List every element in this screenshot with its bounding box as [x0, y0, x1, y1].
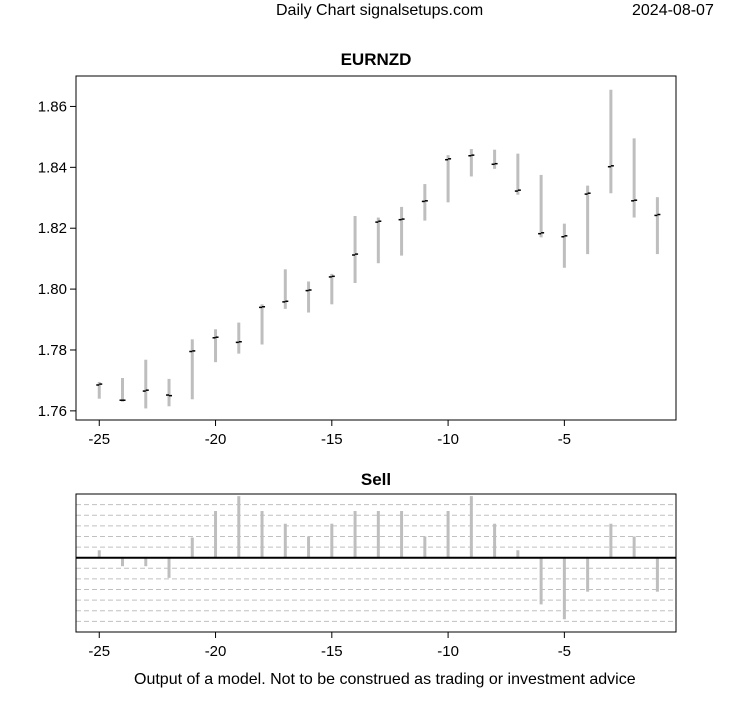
- signal-chart-title: Sell: [361, 470, 391, 489]
- disclaimer-footer: Output of a model. Not to be construed a…: [134, 671, 636, 688]
- y-axis-tick-label: 1.86: [38, 98, 67, 115]
- price-plot-frame: [75, 75, 677, 421]
- x-axis-tick-label: -10: [437, 431, 459, 448]
- x-axis-tick-label: -10: [437, 643, 459, 660]
- signal-panel: Sell -25 -20 -15 -10 -5: [75, 470, 677, 660]
- price-x-axis: -25 -20 -15 -10 -5: [88, 419, 571, 448]
- price-bars: [96, 89, 661, 409]
- price-panel: EURNZD 1.76 1.78 1.80 1.82 1.84 1.86 -25 -20 -1…: [38, 50, 677, 448]
- header-date: 2024-08-07: [632, 2, 714, 19]
- header-title: Daily Chart signalsetups.com: [276, 2, 484, 19]
- signal-bars: [97, 496, 659, 620]
- x-axis-tick-label: -15: [321, 643, 343, 660]
- y-axis-tick-label: 1.84: [38, 159, 67, 176]
- signal-x-axis: -25 -20 -15 -10 -5: [88, 631, 571, 660]
- y-axis-tick-label: 1.76: [38, 403, 67, 420]
- x-axis-tick-label: -25: [88, 431, 110, 448]
- x-axis-tick-label: -5: [558, 643, 571, 660]
- x-axis-tick-label: -25: [88, 643, 110, 660]
- price-chart-title: EURNZD: [341, 50, 412, 69]
- y-axis-tick-label: 1.80: [38, 281, 67, 298]
- x-axis-tick-label: -20: [205, 431, 227, 448]
- price-y-axis: 1.76 1.78 1.80 1.82 1.84 1.86: [38, 98, 76, 420]
- x-axis-tick-label: -15: [321, 431, 343, 448]
- signal-plot-frame: [75, 493, 677, 633]
- y-axis-tick-label: 1.82: [38, 220, 67, 237]
- signal-grid: [76, 504, 676, 622]
- x-axis-tick-label: -20: [205, 643, 227, 660]
- x-axis-tick-label: -5: [558, 431, 571, 448]
- y-axis-tick-label: 1.78: [38, 342, 67, 359]
